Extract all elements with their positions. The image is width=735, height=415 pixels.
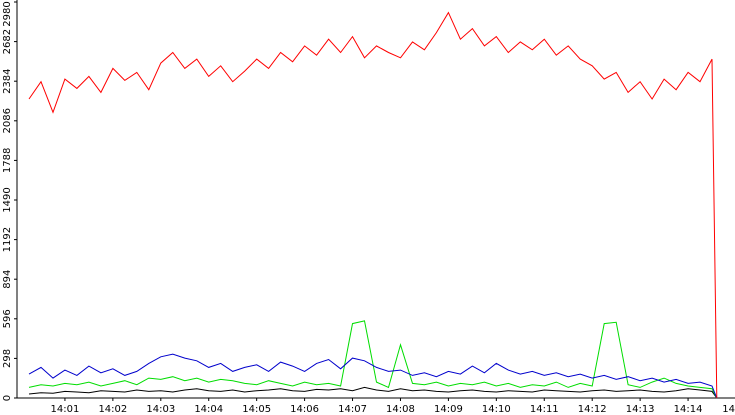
x-tick-label: 14:02 [98, 404, 127, 415]
x-tick-label: 14:05 [242, 404, 271, 415]
x-tick-label: 14:09 [434, 404, 463, 415]
x-tick-label: 14:03 [146, 404, 175, 415]
y-tick-label: 1192 [2, 227, 13, 252]
y-tick-label: 596 [2, 309, 13, 328]
x-tick-label: 14:01 [51, 404, 80, 415]
y-tick-label: 298 [2, 349, 13, 368]
x-tick-label: 14:13 [626, 404, 655, 415]
y-tick-label: 1788 [2, 148, 13, 173]
series-line [28, 386, 718, 399]
y-tick-label: 2384 [2, 68, 13, 93]
x-tick-label: 14:14 [674, 404, 703, 415]
y-tick-label: 2086 [2, 108, 13, 133]
x-tick-label: 14:11 [530, 404, 559, 415]
x-tick-label: 14 [722, 404, 735, 415]
y-tick-label: 2980 [2, 1, 13, 26]
x-tick-label: 14:12 [578, 404, 607, 415]
y-tick-label: 894 [2, 270, 13, 289]
x-tick-label: 14:08 [386, 404, 415, 415]
y-tick-label: 0 [2, 395, 13, 401]
series-line [28, 11, 718, 399]
y-tick-label: 2682 [2, 29, 13, 54]
x-tick-label: 14:07 [338, 404, 367, 415]
series-line [28, 320, 718, 399]
series-line [28, 353, 718, 399]
y-tick-label: 1490 [2, 187, 13, 212]
x-tick-label: 14:06 [290, 404, 319, 415]
x-tick-label: 14:04 [194, 404, 223, 415]
x-tick-label: 14:10 [482, 404, 511, 415]
